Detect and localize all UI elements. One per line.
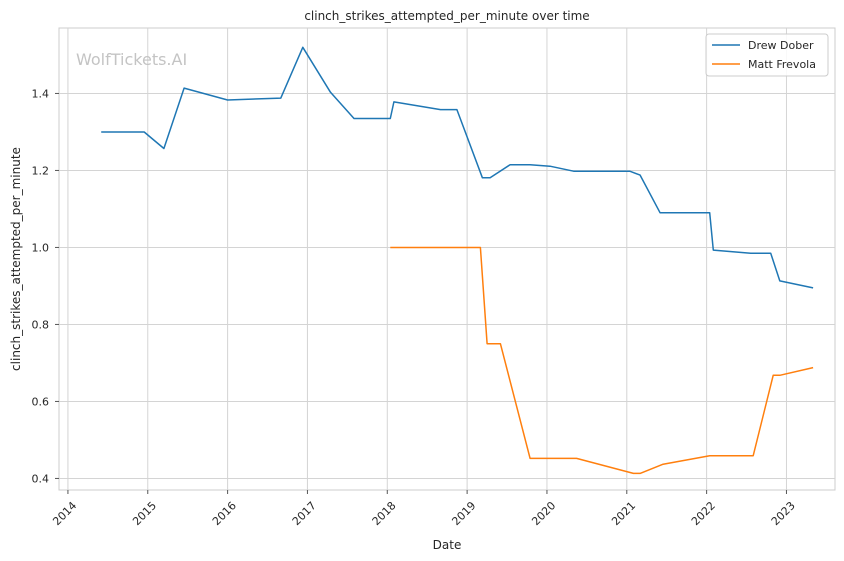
- y-tick-label: 1.4: [32, 87, 50, 100]
- x-tick-label: 2015: [130, 499, 159, 528]
- series-line-matt-frevola: [390, 246, 814, 475]
- y-tick-label: 1.0: [32, 241, 50, 254]
- x-tick-label: 2020: [529, 499, 558, 528]
- series-lines: [101, 46, 814, 475]
- x-tick-label: 2023: [769, 499, 798, 528]
- series-line-drew-dober: [101, 46, 814, 289]
- x-axis-title: Date: [433, 538, 462, 552]
- legend-label-drew-dober: Drew Dober: [748, 39, 814, 52]
- legend: Drew Dober Matt Frevola: [705, 33, 829, 77]
- y-tick-label: 0.8: [32, 318, 50, 331]
- chart-title: clinch_strikes_attempted_per_minute over…: [304, 9, 589, 23]
- y-tick-label: 0.4: [32, 472, 50, 485]
- x-tick-label: 2021: [609, 499, 638, 528]
- x-axis-ticks: 2014 2015 2016 2017 2018 2019 2020 2021 2022 2023: [50, 490, 798, 528]
- x-tick-label: 2022: [689, 499, 718, 528]
- y-tick-label: 1.2: [32, 164, 50, 177]
- legend-label-matt-frevola: Matt Frevola: [748, 58, 816, 71]
- x-tick-label: 2019: [449, 499, 478, 528]
- x-tick-label: 2017: [290, 499, 319, 528]
- x-tick-label: 2016: [210, 499, 239, 528]
- x-tick-label: 2018: [370, 499, 399, 528]
- y-tick-label: 0.6: [32, 395, 50, 408]
- y-axis-ticks: 0.4 0.6 0.8 1.0 1.2 1.4: [32, 87, 59, 485]
- y-axis-title: clinch_strikes_attempted_per_minute: [9, 147, 23, 371]
- watermark-text: WolfTickets.AI: [76, 50, 187, 69]
- x-tick-label: 2014: [50, 499, 79, 528]
- plot-area: [58, 27, 836, 491]
